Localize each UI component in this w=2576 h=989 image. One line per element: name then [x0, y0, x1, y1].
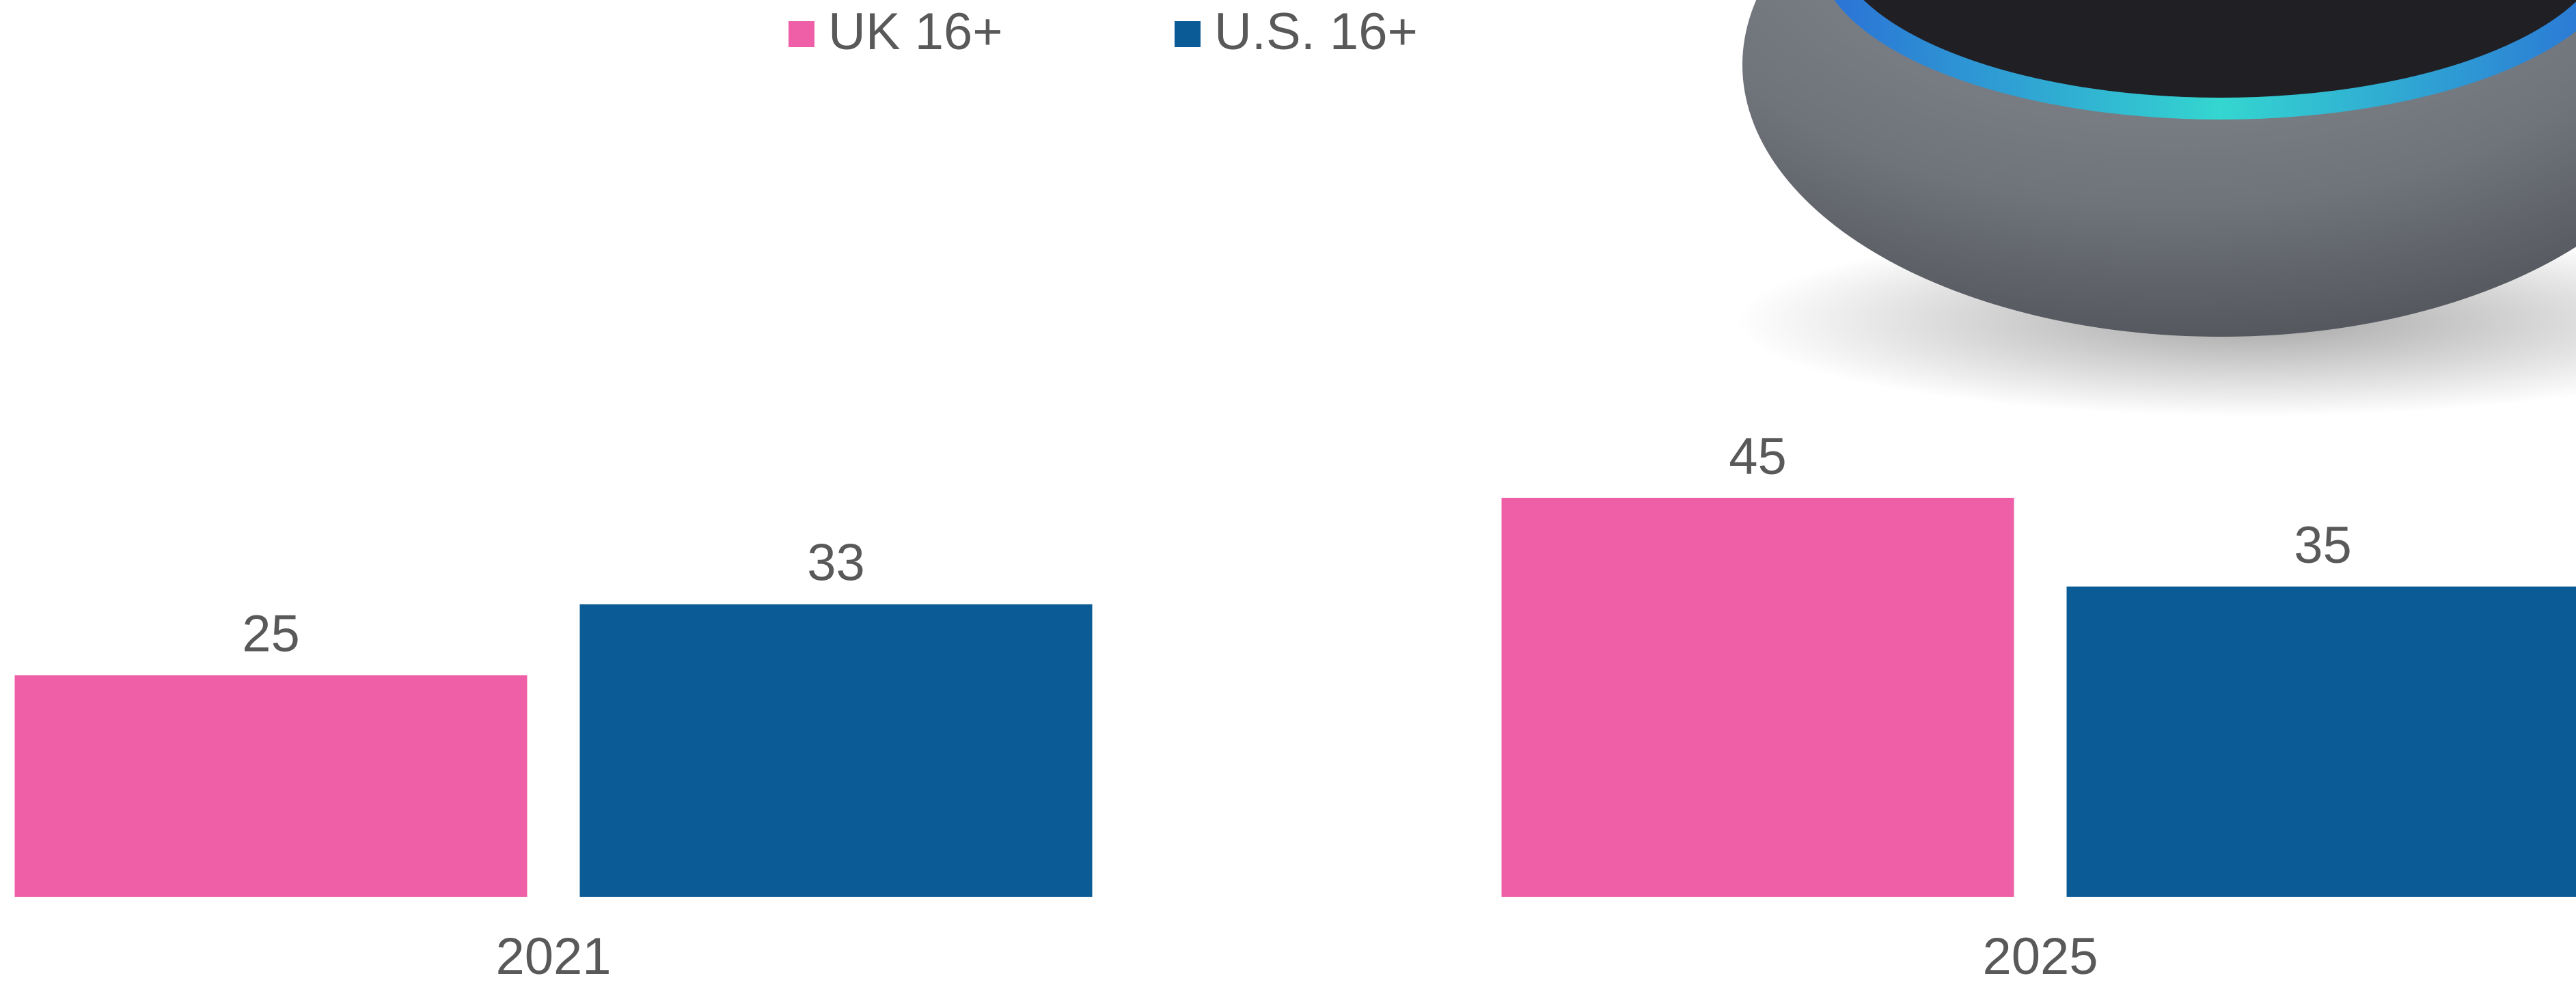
- x-tick-label: 2025: [1982, 928, 2098, 986]
- bar: [14, 675, 527, 897]
- legend-swatch: [789, 21, 814, 47]
- value-label: 33: [807, 534, 865, 592]
- bar: [579, 604, 1093, 897]
- legend-label: UK 16+: [828, 3, 1003, 61]
- value-label: 45: [1729, 428, 1787, 486]
- value-label: 25: [242, 605, 300, 663]
- bar: [2066, 586, 2576, 897]
- speaker-photo: [1736, 0, 2576, 417]
- legend-label: U.S. 16+: [1214, 3, 1418, 61]
- x-tick-label: 2021: [495, 928, 611, 986]
- legend: UK 16+ U.S. 16+: [789, 3, 1418, 61]
- bar: [1501, 497, 2014, 897]
- value-label: 35: [2294, 516, 2352, 574]
- legend-swatch: [1175, 21, 1201, 47]
